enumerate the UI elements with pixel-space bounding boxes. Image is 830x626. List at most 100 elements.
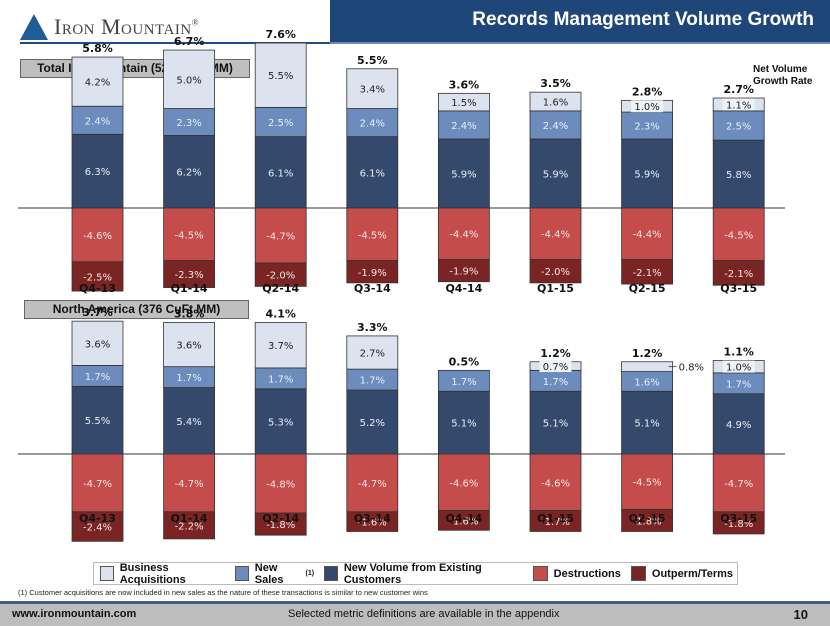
- data-label: 3.6%: [176, 341, 201, 352]
- data-label: 2.4%: [543, 121, 568, 132]
- bar-segment-business-acquisitions: [71, 320, 124, 366]
- bar-segment-new-volume-from-existing-customers: [712, 139, 765, 209]
- data-label: -4.7%: [724, 479, 753, 490]
- legend-swatch: [532, 566, 548, 581]
- volume-growth-charts: 6.3% 2.4% 4.2% -4.6% -2.5% 5.8% Q4-13 6.2% 2.3% 5…: [18, 28, 785, 542]
- legend-item-business-acquisitions: Business Acquisitions: [100, 562, 225, 586]
- bar-segment-business-acquisitions: [254, 42, 307, 108]
- net-growth-label: 7.6%: [265, 28, 296, 41]
- bar-segment-new-volume-from-existing-customers: [621, 138, 673, 209]
- category-tick-label: Q4-13: [79, 282, 116, 295]
- legend-item-destructions: Destructions: [532, 566, 621, 581]
- data-label: 2.5%: [268, 118, 293, 129]
- legend-item-new-volume-existing: New Volume from Existing Customers: [324, 562, 523, 586]
- data-label: -4.7%: [175, 479, 204, 490]
- category-tick-label: Q1-14: [171, 512, 208, 525]
- data-label: -4.4%: [633, 230, 662, 241]
- data-label: 5.5%: [268, 71, 293, 82]
- page-title: Records Management Volume Growth: [472, 9, 814, 30]
- data-label: -4.6%: [449, 478, 478, 489]
- net-growth-label: 3.8%: [174, 307, 205, 320]
- net-growth-label: 3.7%: [82, 306, 113, 319]
- legend-label: Business Acquisitions: [119, 561, 186, 586]
- data-label: 0.8%: [679, 363, 704, 374]
- legend-item-outperm-terms: Outperm/Terms: [630, 566, 733, 581]
- bar-segment-outperm-terms: [621, 508, 673, 532]
- bar-segment-outperm-terms: [254, 262, 307, 287]
- data-label: 6.2%: [176, 168, 201, 179]
- bar-segment-new-sales: [163, 108, 216, 136]
- bar-segment-outperm-terms: [163, 511, 216, 540]
- bar-segment-outperm-terms: [346, 511, 399, 532]
- data-label: -2.0%: [266, 271, 295, 282]
- net-label-line-2: Growth Rate: [753, 76, 813, 87]
- net-growth-label: 3.3%: [357, 321, 388, 334]
- website-link[interactable]: www.ironmountain.com: [12, 608, 137, 620]
- footer-note: Selected metric definitions are availabl…: [288, 608, 560, 620]
- legend-label: Outperm/Terms: [651, 567, 733, 580]
- bar-segment-destructions: [437, 453, 490, 511]
- category-tick-label: Q4-14: [445, 282, 482, 295]
- net-growth-label: 3.6%: [449, 78, 480, 91]
- page-number: 10: [793, 607, 808, 622]
- category-tick-label: Q2-15: [629, 512, 666, 525]
- data-label: 2.7%: [360, 349, 385, 360]
- data-label: -2.2%: [175, 521, 204, 532]
- bar-segment-new-volume-from-existing-customers: [71, 385, 124, 455]
- category-tick-label: Q2-14: [262, 282, 299, 295]
- bar-segment-destructions: [163, 207, 216, 262]
- data-label: -1.6%: [449, 516, 478, 527]
- data-label: -1.9%: [449, 267, 478, 278]
- data-label: 5.9%: [451, 169, 476, 180]
- bar-segment-new-volume-from-existing-customers: [529, 138, 582, 209]
- data-label: 5.3%: [268, 417, 293, 428]
- data-label: 2.4%: [451, 121, 476, 132]
- data-label: -2.5%: [83, 272, 112, 283]
- bar-segment-new-volume-from-existing-customers: [71, 133, 124, 209]
- bar-segment-outperm-terms: [437, 510, 490, 531]
- net-growth-label: 1.2%: [540, 347, 571, 360]
- legend-footnote-ref: (1): [305, 570, 315, 577]
- data-label: 1.0%: [634, 102, 659, 113]
- bar-segment-new-sales: [712, 110, 765, 141]
- data-label: 4.9%: [726, 420, 751, 431]
- bar-segment-outperm-terms: [254, 512, 307, 536]
- data-label: -4.7%: [358, 479, 387, 490]
- data-label: -4.5%: [358, 230, 387, 241]
- title-bar: Records Management Volume Growth: [330, 0, 830, 44]
- data-label-background: [631, 100, 664, 113]
- bar-segment-destructions: [71, 207, 124, 263]
- header-divider: [20, 42, 330, 44]
- data-label: 4.2%: [85, 78, 110, 89]
- bar-segment-outperm-terms: [163, 260, 216, 288]
- bar-segment-business-acquisitions: [621, 361, 673, 372]
- category-tick-label: Q3-15: [720, 282, 757, 295]
- data-label: -1.8%: [266, 520, 295, 531]
- bar-segment-new-sales: [621, 111, 673, 140]
- data-label: -4.7%: [266, 231, 295, 242]
- data-label: 6.1%: [360, 168, 385, 179]
- data-label: -4.5%: [633, 478, 662, 489]
- data-label: 2.4%: [85, 116, 110, 127]
- bar-segment-destructions: [346, 453, 399, 513]
- data-label: 5.0%: [176, 75, 201, 86]
- data-label: -4.6%: [541, 478, 570, 489]
- bar-segment-business-acquisitions: [346, 68, 399, 109]
- company-logo: Iron Mountain®: [20, 12, 199, 42]
- data-label: 1.7%: [451, 377, 476, 388]
- data-label: 5.9%: [543, 169, 568, 180]
- bar-segment-destructions: [163, 453, 216, 513]
- bar-segment-destructions: [712, 453, 765, 513]
- net-growth-label: 1.2%: [632, 347, 663, 360]
- net-growth-label: 0.5%: [449, 355, 480, 368]
- data-label: 1.7%: [543, 377, 568, 388]
- panel-title-north-america: North America (376 CuFt MM): [24, 300, 249, 319]
- data-label: 1.7%: [726, 379, 751, 390]
- data-label: -4.5%: [175, 230, 204, 241]
- data-label: 2.4%: [360, 119, 385, 130]
- bar-segment-business-acquisitions: [163, 49, 216, 109]
- bar-segment-destructions: [346, 207, 399, 262]
- net-volume-growth-label: Net Volume Growth Rate: [753, 64, 812, 88]
- net-growth-label: 3.5%: [540, 77, 571, 90]
- net-growth-label: 5.8%: [82, 42, 113, 55]
